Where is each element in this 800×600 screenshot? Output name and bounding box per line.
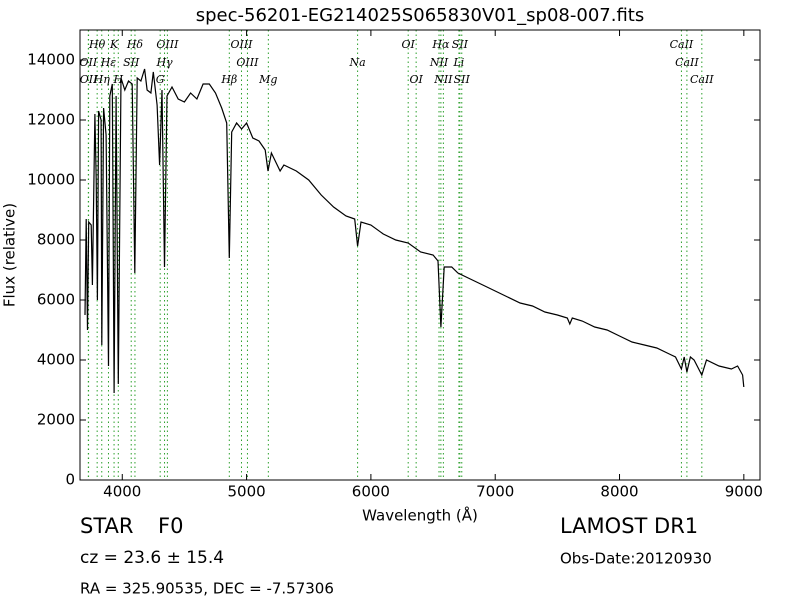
spectrum-line [84, 68, 745, 394]
spectral-line-label: SII [123, 56, 140, 69]
chart-title: spec-56201-EG214025S065830V01_sp08-007.f… [196, 5, 644, 26]
spectral-line-label: SII [454, 73, 471, 86]
y-tick-label: 8000 [37, 231, 75, 249]
spectral-line-label: Li [452, 56, 464, 69]
y-tick-label: 4000 [37, 351, 75, 369]
x-tick-label: 5000 [227, 483, 265, 501]
x-tick-label: 4000 [103, 483, 141, 501]
spectral-line-label: Hε [100, 56, 117, 69]
y-tick-label: 12000 [27, 111, 75, 129]
target-class: STAR [80, 514, 133, 538]
spectral-line-label: NII [429, 56, 449, 69]
x-tick-label: 8000 [600, 483, 638, 501]
y-axis-label: Flux (relative) [1, 203, 19, 307]
obs-date: Obs-Date:20120930 [560, 550, 712, 568]
spectral-line-label: H [112, 73, 123, 86]
spectral-line-label: Hα [431, 38, 450, 51]
spectral-line-label: SII [452, 38, 469, 51]
spectral-line-label: Hθ [88, 38, 106, 51]
spectral-line-label: CaII [690, 73, 714, 86]
spectral-line-label: NII [433, 73, 453, 86]
spectral-line-label: CaII [675, 56, 699, 69]
x-axis-label: Wavelength (Å) [362, 506, 478, 525]
x-tick-label: 7000 [476, 483, 514, 501]
redshift: cz = 23.6 ± 15.4 [80, 548, 224, 568]
coordinates: RA = 325.90535, DEC = -7.57306 [80, 580, 334, 598]
spectral-line-label: OI [409, 73, 423, 86]
survey: LAMOST DR1 [560, 514, 698, 538]
spectral-line-label: OIII [236, 56, 259, 69]
spectral-line-label: CaII [670, 38, 694, 51]
y-tick-label: 6000 [37, 291, 75, 309]
spectral-line-label: OI [402, 38, 416, 51]
y-tick-label: 0 [65, 471, 75, 489]
subclass: F0 [158, 514, 183, 538]
y-tick-label: 2000 [37, 411, 75, 429]
spectral-line-label: Hγ [155, 56, 173, 69]
y-tick-label: 10000 [27, 171, 75, 189]
spectral-line-label: Na [349, 56, 366, 69]
plot-frame [79, 29, 761, 481]
spectral-line-label: OIII [230, 38, 253, 51]
spectral-line-label: OIII [156, 38, 179, 51]
spectral-line-label: Hβ [220, 73, 237, 86]
spectral-line-label: G [156, 73, 165, 86]
spectral-line-label: Hη [93, 73, 111, 86]
spectral-line-label: OII [80, 73, 98, 86]
x-tick-label: 6000 [352, 483, 390, 501]
spectral-line-label: K [109, 38, 119, 51]
x-tick-label: 9000 [725, 483, 763, 501]
spectral-line-label: Hδ [126, 38, 144, 51]
y-tick-label: 14000 [27, 51, 75, 69]
spectral-line-label: Mg [258, 73, 277, 86]
